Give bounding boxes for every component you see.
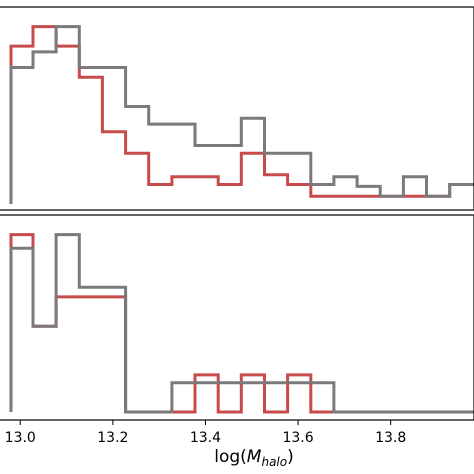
x-axis-label-prefix: log( (214, 447, 247, 467)
top-histogram-series-2 (9, 25, 474, 204)
x-tick-label: 13.0 (5, 430, 36, 446)
x-axis-label-subscript: halo (261, 455, 287, 469)
top-histogram-series-1 (9, 25, 474, 204)
top-histogram-panel (0, 6, 474, 211)
bottom-histogram-series-group (9, 233, 474, 414)
x-tick-label: 13.2 (97, 430, 128, 446)
bottom-histogram-panel (0, 214, 474, 421)
bottom-histogram-series-2 (9, 233, 474, 414)
x-tick-label: 13.4 (190, 430, 221, 446)
bottom-axes-frame (0, 214, 474, 421)
x-tick-label: 13.6 (282, 430, 313, 446)
x-axis-label: log(Mhalo) (214, 447, 294, 469)
top-axes-frame (0, 6, 474, 211)
x-axis-label-symbol: M (247, 447, 262, 467)
x-tick-label: 13.8 (375, 430, 406, 446)
top-histogram-series-group (9, 25, 474, 204)
x-axis-ticks: 13.0 13.2 13.4 13.6 13.8 (5, 420, 406, 446)
x-axis-label-close: ) (287, 447, 294, 467)
